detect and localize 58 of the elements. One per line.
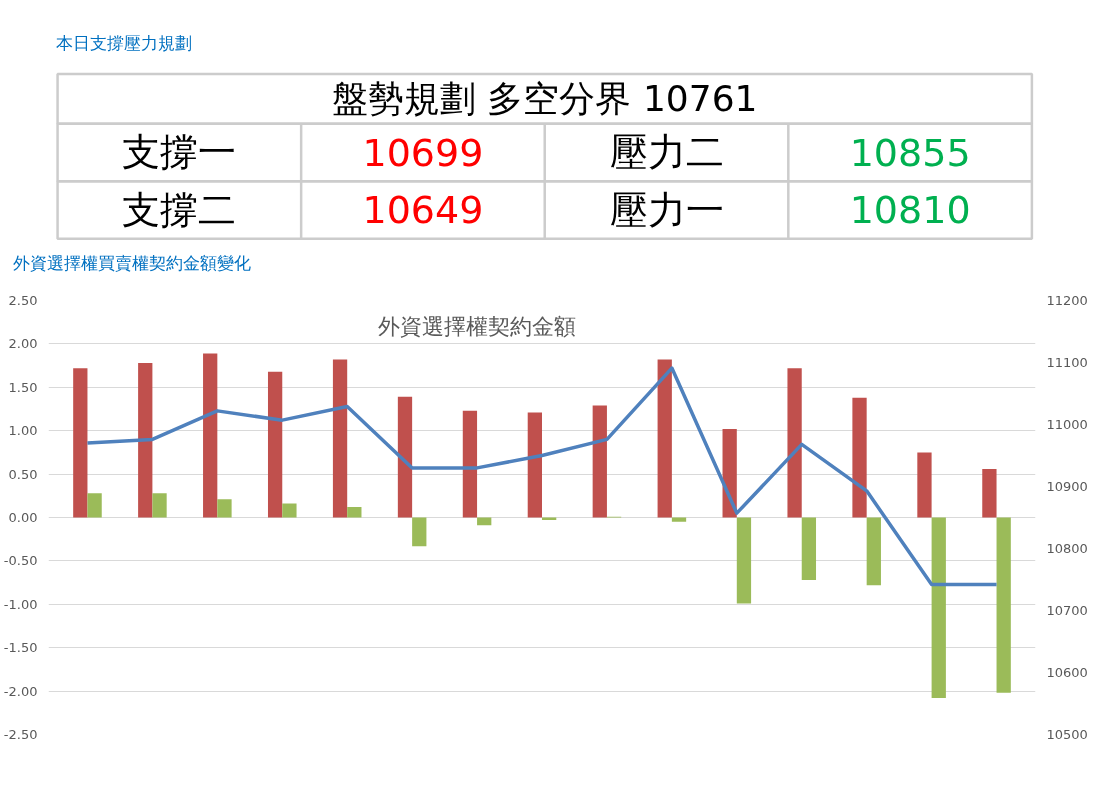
bar — [801, 517, 817, 580]
bar — [412, 517, 427, 547]
y-tick-label: -0.50 — [3, 553, 38, 569]
bar — [852, 397, 867, 518]
bar — [282, 503, 297, 518]
y2-tick-label: 11000 — [1046, 417, 1088, 432]
y2-tick-label: 10500 — [1046, 727, 1088, 742]
bar — [138, 363, 153, 518]
bar — [592, 405, 607, 518]
bar — [152, 493, 167, 518]
bar — [73, 368, 88, 518]
bar — [787, 368, 802, 518]
bar — [657, 359, 672, 518]
y-tick-label: 2.00 — [8, 336, 38, 352]
bar — [866, 517, 881, 586]
line-series — [85, 366, 999, 587]
text: 盤勢規劃 多空分界 10761 — [332, 78, 758, 120]
y-tick-label: 0.00 — [8, 510, 38, 525]
chart-title: 外資選擇權買賣權契約金額變化 — [13, 252, 251, 275]
text: 10649 — [362, 188, 484, 233]
bar — [982, 468, 997, 518]
text: 10699 — [362, 130, 484, 175]
text: 本日支撐壓力規劃 — [55, 33, 192, 54]
y2-tick-label: 10900 — [1046, 479, 1088, 494]
bar — [87, 493, 102, 518]
text: 支撐一 — [122, 130, 237, 175]
y2-tick-label: 10600 — [1046, 665, 1088, 680]
y-tick-label: -1.00 — [3, 596, 38, 612]
bar — [996, 517, 1011, 693]
bar — [917, 452, 932, 518]
text: 壓力二 — [609, 130, 724, 175]
y-tick-label: -2.50 — [3, 727, 38, 742]
y2-tick-label: 11100 — [1046, 355, 1088, 370]
bar — [671, 517, 687, 522]
text: 外資選擇權契約金額 — [378, 314, 577, 340]
bar — [397, 396, 413, 518]
bar — [736, 517, 752, 604]
bar — [527, 412, 542, 518]
text: 壓力一 — [609, 187, 724, 232]
bar — [462, 410, 478, 518]
text: 10855 — [849, 130, 971, 175]
bar — [931, 517, 946, 699]
y-tick-label: -2.00 — [3, 683, 38, 699]
y2-tick-label: 10800 — [1046, 541, 1088, 556]
bar — [203, 353, 218, 518]
bar — [347, 507, 362, 518]
y2-tick-label: 11200 — [1046, 293, 1088, 308]
bar — [217, 499, 232, 518]
y-tick-label: 1.00 — [8, 423, 38, 439]
bar — [332, 359, 348, 518]
text: 支撐二 — [122, 187, 237, 232]
bar — [267, 371, 283, 518]
y-tick-label: 0.50 — [8, 466, 38, 482]
y-tick-label: -1.50 — [3, 640, 38, 656]
y-tick-label: 1.50 — [8, 379, 38, 395]
y2-tick-label: 10700 — [1046, 603, 1088, 618]
y-tick-label: 2.50 — [8, 293, 38, 308]
text: 10810 — [849, 188, 971, 233]
